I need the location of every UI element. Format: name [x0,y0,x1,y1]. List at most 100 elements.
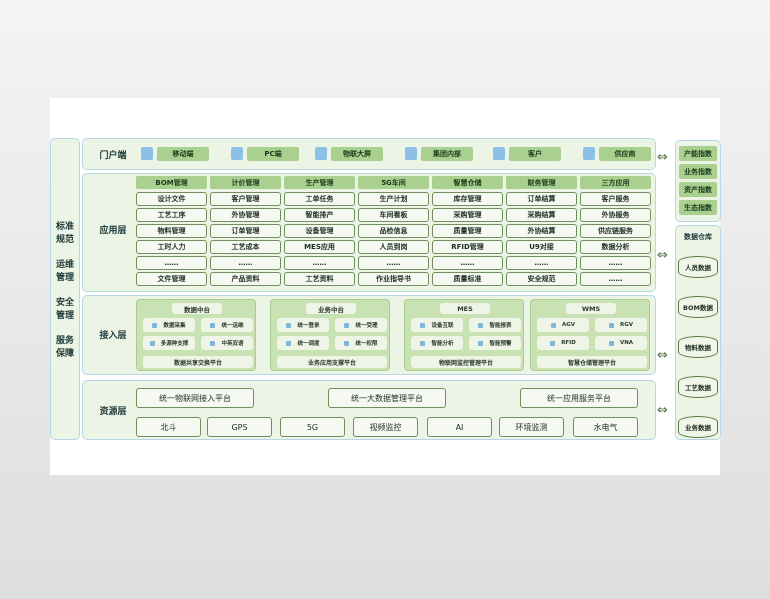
item-icon [608,340,614,346]
app-item[interactable]: …… [432,256,503,270]
access-item[interactable]: 智能预警 [469,336,521,350]
access-item[interactable]: 智能分析 [411,336,463,350]
app-item[interactable]: 工艺工序 [136,208,207,222]
app-item[interactable]: 外协结算 [506,224,577,238]
app-item[interactable]: 设计文件 [136,192,207,206]
portal-item[interactable]: 物联大屏 [331,147,383,161]
app-item[interactable]: …… [358,256,429,270]
item-label: 统一调度 [297,341,320,347]
index-item[interactable]: 产能指数 [679,146,717,161]
group-footer: 业务应用支撑平台 [277,356,387,368]
access-item[interactable]: RGV [595,318,647,332]
item-label: 中英双语 [221,341,244,347]
access-item[interactable]: 数据采集 [143,318,195,332]
resource-layer: 资源层 统一物联网接入平台 统一大数据管理平台 统一应用服务平台 北斗 GPS 5G 视频监控… [82,380,656,440]
portal-item[interactable]: 移动端 [157,147,209,161]
app-item[interactable]: …… [284,256,355,270]
app-item[interactable]: 外协管理 [210,208,281,222]
app-item[interactable]: …… [580,272,651,286]
app-item[interactable]: 工单任务 [284,192,355,206]
standards-label: 标准规范 [56,222,75,245]
app-item[interactable]: …… [136,256,207,270]
access-item[interactable]: 多源种支撑 [143,336,195,350]
app-item[interactable]: RFID管理 [432,240,503,254]
monitor-icon [231,147,243,160]
app-item[interactable]: 作业指导书 [358,272,429,286]
warehouse-cylinder[interactable]: BOM数据 [678,296,718,318]
app-item[interactable]: …… [506,256,577,270]
app-item[interactable]: 安全规范 [506,272,577,286]
resource-item[interactable]: 水电气 [573,417,638,437]
app-item[interactable]: 人员到岗 [358,240,429,254]
portal-item[interactable]: 客户 [509,147,561,161]
resource-item[interactable]: 北斗 [136,417,201,437]
warehouse-cylinder[interactable]: 物料数据 [678,336,718,358]
resource-item[interactable]: AI [427,417,492,437]
app-item[interactable]: 质量管理 [432,224,503,238]
item-label: RFID [561,340,576,346]
resource-item[interactable]: GPS [207,417,272,437]
app-item[interactable]: 产品资料 [210,272,281,286]
access-item[interactable]: 设备互联 [411,318,463,332]
access-layer: 接入层 数据中台 数据采集 统一运维 多源种支撑 中英双语 数据共享交换平台 业务中台 统一登录… [82,295,656,375]
access-item[interactable]: 智能报表 [469,318,521,332]
app-item[interactable]: 客户服务 [580,192,651,206]
access-item[interactable]: 统一权限 [335,336,387,350]
app-item[interactable]: 工艺资料 [284,272,355,286]
app-item[interactable]: 设备管理 [284,224,355,238]
app-item[interactable]: 供应链服务 [580,224,651,238]
app-item[interactable]: 工时人力 [136,240,207,254]
app-item[interactable]: 生产计划 [358,192,429,206]
app-item[interactable]: 订单结算 [506,192,577,206]
app-item[interactable]: 文件管理 [136,272,207,286]
app-item[interactable]: 采购管理 [432,208,503,222]
app-item[interactable]: 物料管理 [136,224,207,238]
access-item[interactable]: VNA [595,336,647,350]
app-item[interactable]: …… [210,256,281,270]
app-item[interactable]: MES应用 [284,240,355,254]
warehouse-cylinder[interactable]: 人员数据 [678,256,718,278]
app-item[interactable]: 数据分析 [580,240,651,254]
access-item[interactable]: 中英双语 [201,336,253,350]
app-item[interactable]: 库存管理 [432,192,503,206]
access-item[interactable]: 统一受理 [335,318,387,332]
app-item[interactable]: 客户管理 [210,192,281,206]
resource-platform[interactable]: 统一应用服务平台 [520,388,638,408]
app-item[interactable]: U9对接 [506,240,577,254]
item-label: 统一登录 [297,323,320,329]
app-item[interactable]: 外协服务 [580,208,651,222]
left-column: 标准规范 运维管理 安全管理 服务保障 [50,138,80,440]
supplier-icon [583,147,595,160]
portal-item[interactable]: 集团内部 [421,147,473,161]
portal-item[interactable]: PC端 [247,147,299,161]
app-item[interactable]: …… [580,256,651,270]
resource-platform[interactable]: 统一物联网接入平台 [136,388,254,408]
app-item[interactable]: 车间看板 [358,208,429,222]
access-group: MES 设备互联 智能报表 智能分析 智能预警 物联网监控管理平台 [404,299,524,371]
item-icon [478,322,484,328]
group-title: 数据中台 [172,303,222,314]
app-item[interactable]: 采购结算 [506,208,577,222]
resource-platform[interactable]: 统一大数据管理平台 [328,388,446,408]
access-item[interactable]: AGV [537,318,589,332]
access-item[interactable]: RFID [537,336,589,350]
index-item[interactable]: 业务指数 [679,164,717,179]
app-item[interactable]: 订单管理 [210,224,281,238]
access-item[interactable]: 统一登录 [277,318,329,332]
portal-item[interactable]: 供应商 [599,147,651,161]
item-icon [550,322,556,328]
resource-item[interactable]: 视频监控 [353,417,418,437]
app-item[interactable]: 工艺成本 [210,240,281,254]
app-item[interactable]: 品检信息 [358,224,429,238]
app-item[interactable]: 智能排产 [284,208,355,222]
app-item[interactable]: 质量标准 [432,272,503,286]
resource-item[interactable]: 5G [280,417,345,437]
access-item[interactable]: 统一运维 [201,318,253,332]
resource-item[interactable]: 环境监测 [499,417,564,437]
index-item[interactable]: 生态指数 [679,200,717,215]
warehouse-cylinder[interactable]: 业务数据 [678,416,718,438]
access-item[interactable]: 统一调度 [277,336,329,350]
index-item[interactable]: 资产指数 [679,182,717,197]
warehouse-cylinder[interactable]: 工艺数据 [678,376,718,398]
access-label: 接入层 [99,330,127,341]
